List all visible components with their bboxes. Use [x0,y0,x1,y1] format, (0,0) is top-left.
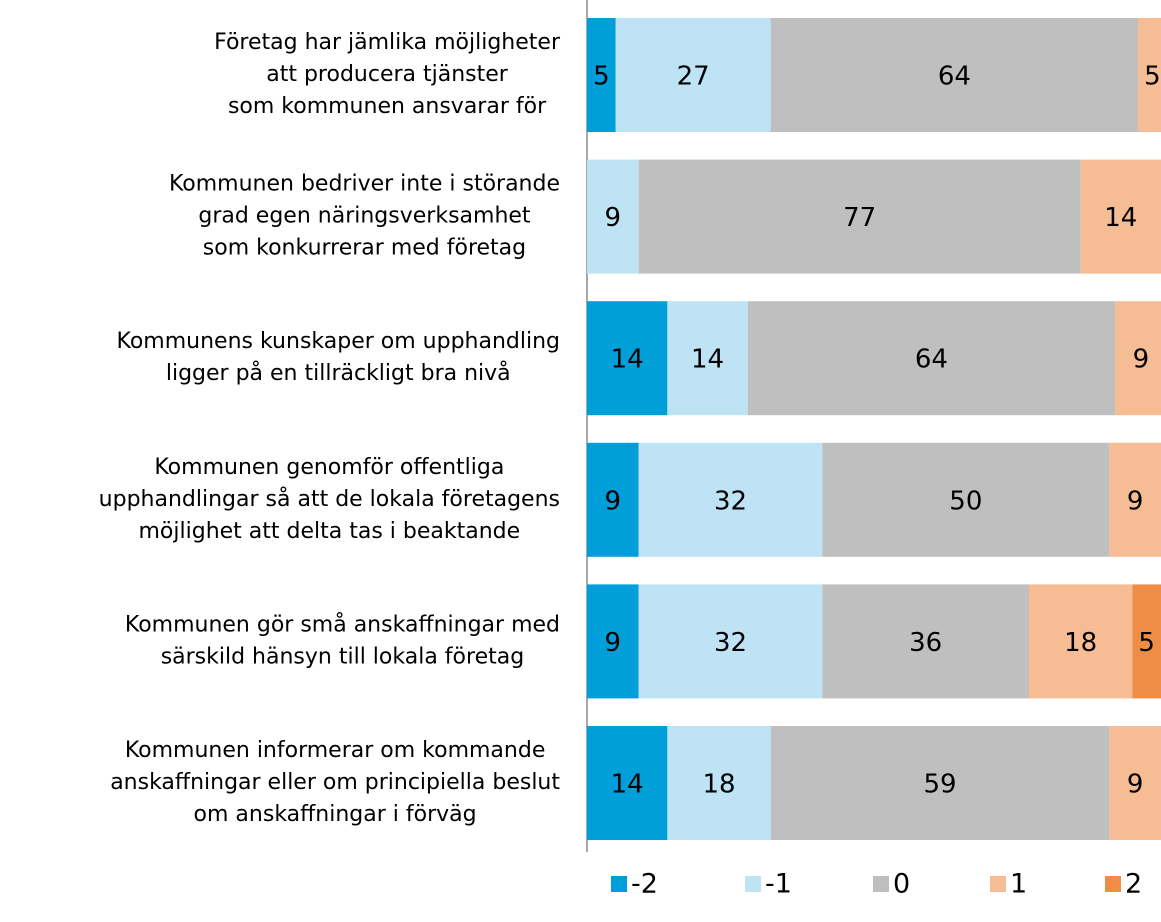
data-label: 14 [611,345,644,375]
category-label: Kommunen genomför offentliga upphandlinga… [99,455,560,544]
bar-segment [587,726,668,840]
category-label-line: om anskaffningar i förväg [194,802,477,827]
legend-label: 0 [893,869,910,900]
data-label: 9 [605,628,622,658]
category-label: Företag har jämlika möjligheter att produ… [214,30,561,119]
bar-segment [615,18,771,132]
legend-label: -1 [765,869,792,900]
legend-swatch [611,876,627,892]
legend-label: -2 [631,869,658,900]
bar-segment [1115,301,1161,416]
bar-segment [638,442,823,557]
legend-swatch [990,876,1006,892]
category-label-line: att producera tjänster [266,62,509,87]
bar-segment [822,442,1110,557]
category-label-line: särskild hänsyn till lokala företag [161,644,524,669]
category-label-line: upphandlingar så att de lokala företagen… [99,486,560,512]
category-label-line: Kommunen informerar om kommande [125,738,546,763]
category-label-line: grad egen näringsverksamhet [198,204,531,229]
bar-segment [667,301,748,416]
bar-segment [587,301,668,416]
category-label-line: Kommunen genomför offentliga [154,455,504,480]
category-label-line: möjlighet att delta tas i beaktande [139,519,521,544]
bar-segment [587,159,639,274]
bar-segment [1138,18,1161,132]
data-label: 18 [1064,628,1097,658]
data-label: 64 [938,62,971,92]
category-label: Kommunen informerar om kommande anskaffni… [110,738,560,827]
bar-segment [587,584,639,699]
data-label: 50 [949,486,982,516]
bar-segment [1080,159,1161,274]
bar-segment [747,301,1116,416]
data-label: 18 [702,770,735,800]
data-label: 5 [1138,628,1155,658]
category-label-line: Kommunen gör små anskaffningar med [125,611,560,637]
data-label: 36 [909,628,942,658]
data-label: 9 [1133,345,1150,375]
category-label-line: som kommunen ansvarar för [228,94,547,119]
bar-segment [638,584,823,699]
data-label: 5 [593,62,610,92]
legend-label: 1 [1010,869,1027,900]
data-label: 27 [677,62,710,92]
data-label: 14 [1104,203,1137,233]
category-label-line: som konkurrerar med företag [203,236,526,261]
category-label: Kommunens kunskaper om upphandling ligger… [117,329,560,386]
bar-segment [638,159,1081,274]
bar-segment [1109,442,1161,557]
legend-swatch [1105,876,1121,892]
data-label: 64 [915,345,948,375]
data-label: 9 [605,486,622,516]
data-label: 14 [611,770,644,800]
data-label: 32 [714,628,747,658]
data-label: 9 [605,203,622,233]
bar-segment [770,18,1139,132]
bar-segment [667,726,771,840]
data-label: 9 [1127,486,1144,516]
data-label: 77 [843,203,876,233]
legend-swatch [873,876,889,892]
bar-segment [770,726,1110,840]
category-label-line: Kommunens kunskaper om upphandling [117,329,560,354]
legend-swatch [745,876,761,892]
category-label: Kommunen bedriver inte i störande grad eg… [169,172,560,261]
legend-label: 2 [1125,869,1142,900]
category-label-line: Företag har jämlika möjligheter [214,30,561,55]
category-label: Kommunen gör små anskaffningar med särski… [125,611,560,669]
bar-segment [1109,726,1161,840]
data-label: 9 [1127,770,1144,800]
bar-segment [587,18,616,132]
bar-segment [587,442,639,557]
data-label: 59 [923,770,956,800]
bar-segment [822,584,1029,699]
category-label-line: anskaffningar eller om principiella besl… [110,770,560,795]
data-label: 32 [714,486,747,516]
data-label: 14 [691,345,724,375]
category-label-line: Kommunen bedriver inte i störande [169,172,560,197]
category-label-line: ligger på en tillräckligt bra nivå [166,360,511,386]
data-label: 5 [1144,62,1161,92]
bar-segment [1132,584,1161,699]
bar-segment [1028,584,1133,699]
